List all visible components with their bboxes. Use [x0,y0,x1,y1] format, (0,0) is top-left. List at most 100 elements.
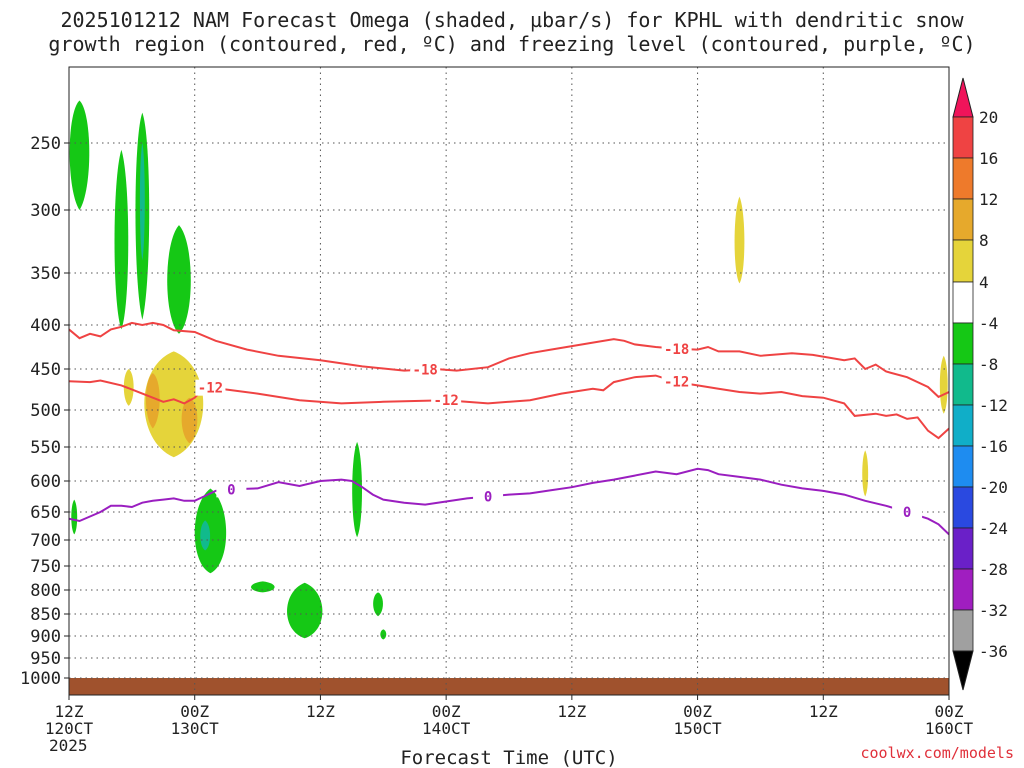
colorbar-band-2 [952,198,974,241]
colorbar-label-11: -28 [979,560,1008,579]
freezing-level-line [69,467,949,536]
y-tick-label-600: 600 [30,472,61,492]
colorbar-band-11 [952,568,974,611]
colorbar-bottom-triangle [952,650,974,691]
site-credit[interactable]: coolwx.com/models [860,744,1014,762]
x-tick-label-0-0: 12Z [55,702,84,721]
y-tick-label-850: 850 [30,605,61,625]
omega-region-5 [71,499,78,535]
isotherm-minus18-label-0: -18 [413,363,438,379]
isotherm-minus12-label-bg-1 [431,392,462,409]
x-tick-label-0-2: 2025 [49,736,88,755]
plot-frame [68,66,950,696]
colorbar-label-3: 8 [979,231,989,250]
x-tick-label-36-0: 00Z [432,702,461,721]
omega-region-4 [167,225,191,334]
grid-layer [68,67,950,695]
omega-region-6 [352,441,363,538]
y-tick-label-900: 900 [30,627,61,647]
colorbar-label-8: -16 [979,437,1008,456]
colorbar-label-4: 4 [979,273,989,292]
y-tick-label-450: 450 [30,360,61,380]
isotherm-minus18-label-1: -18 [664,342,689,358]
colorbar-label-13: -36 [979,642,1008,661]
colorbar-label-1: 16 [979,149,998,168]
isotherm-minus18-label-bg-1 [661,340,692,357]
x-tick-label-60-1: 150CT [673,719,722,738]
omega-region-15 [145,373,160,429]
x-tick-label-84-1: 160CT [925,719,974,738]
colorbar-band-0 [952,116,974,159]
omega-region-16 [181,397,198,444]
y-tick-label-300: 300 [30,201,61,221]
colorbar-band-10 [952,527,974,570]
freezing-level-label-bg-1 [473,488,504,505]
colorbar-band-7 [952,404,974,447]
omega-region-3 [139,143,145,261]
isotherm-minus18-label-bg-0 [410,361,441,378]
colorbar-band-1 [952,157,974,200]
isotherm-minus12-label-1: -12 [433,393,458,409]
terrain-layer [69,678,949,695]
x-tick-label-12-1: 130CT [171,719,220,738]
omega-region-8 [200,520,211,551]
omega-region-11 [373,592,383,617]
omega-region-19 [939,355,948,414]
x-tick-label-60-0: 00Z [683,702,712,721]
x-tick-label-84-0: 00Z [935,702,964,721]
omega-region-0 [69,100,90,210]
isotherm-minus18-line [69,321,949,399]
contour-layer: -18 -18 -12 -12 -12 0 0 0 [69,321,949,536]
omega-region-10 [287,582,323,639]
colorbar: 20 16 12 8 4 -4 -8 -12 -16 -20 -24 -28 -32 -36 [952,77,1008,691]
y-tick-label-750: 750 [30,557,61,577]
freezing-level-label-1: 0 [484,490,492,506]
x-tick-label-12-0: 00Z [180,702,209,721]
colorbar-label-10: -24 [979,519,1008,538]
colorbar-band-9 [952,486,974,529]
freezing-level-label-2: 0 [903,505,911,521]
freezing-level-label-bg-2 [892,504,923,520]
omega-region-18 [862,450,869,497]
isotherm-minus12-label-0: -12 [198,381,223,397]
colorbar-label-7: -12 [979,396,1008,415]
colorbar-label-5: -4 [979,314,998,333]
x-tick-label-36-1: 140CT [422,719,471,738]
y-tick-label-500: 500 [30,401,61,421]
y-tick-label-800: 800 [30,581,61,601]
colorbar-band-4 [952,281,974,324]
isotherm-minus12-label-2: -12 [664,374,689,390]
isotherm-minus12-label-bg-0 [195,379,226,396]
y-tick-label-950: 950 [30,649,61,669]
isotherm-minus12-label-bg-2 [661,373,692,390]
colorbar-label-0: 20 [979,108,998,127]
freezing-level-label-0: 0 [227,482,235,498]
x-tick-label-48-0: 12Z [557,702,586,721]
x-tick-label-72-0: 12Z [809,702,838,721]
colorbar-label-2: 12 [979,190,998,209]
freezing-level-label-bg-0 [216,481,247,498]
omega-region-1 [114,149,129,330]
colorbar-label-9: -20 [979,478,1008,497]
y-tick-label-550: 550 [30,438,61,458]
chart-title-line-2: growth region (contoured, red, ºC) and f… [48,32,976,56]
x-tick-label-0-1: 120CT [45,719,94,738]
isotherm-minus12-line [69,374,949,440]
omega-region-7 [194,488,227,574]
y-tick-label-350: 350 [30,264,61,284]
terrain-fill [69,678,949,695]
colorbar-label-12: -32 [979,601,1008,620]
omega-region-17 [734,196,745,284]
y-tick-label-400: 400 [30,316,61,336]
chart-title-line-1: 2025101212 NAM Forecast Omega (shaded, µ… [60,8,964,32]
y-tick-label-250: 250 [30,134,61,154]
colorbar-band-3 [952,239,974,283]
omega-region-12 [380,629,387,640]
y-tick-label-700: 700 [30,531,61,551]
axes-layer: 2503003504004505005506006507007508008509… [20,134,973,755]
colorbar-band-8 [952,445,974,488]
x-axis-label: Forecast Time (UTC) [400,747,617,768]
colorbar-band-5 [952,322,974,365]
colorbar-band-12 [952,609,974,652]
